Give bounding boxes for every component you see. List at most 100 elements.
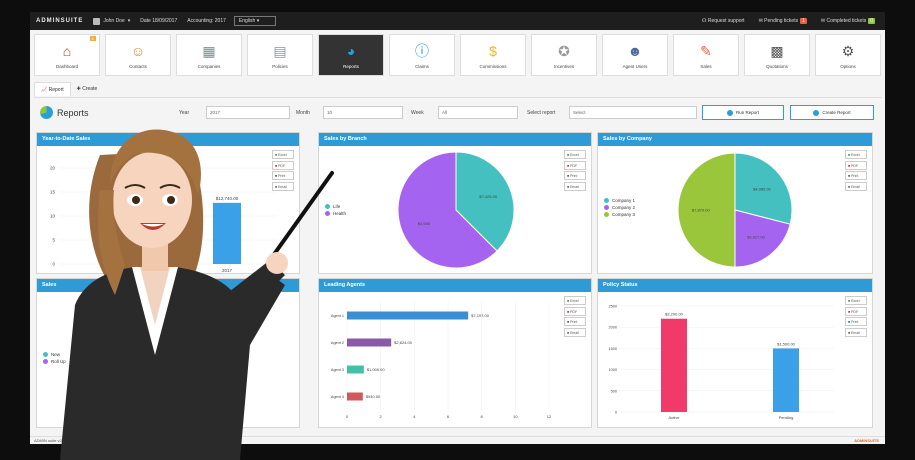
panel-leading-agents: Leading Agents 0 2 4 6 8 10 12 Agent 1 $7,197.00… [318, 278, 592, 428]
export-pdf-button[interactable]: ■ PDF [564, 160, 586, 170]
slice-data-label: $7,425.00 [479, 194, 498, 199]
print-icon: ■ [848, 320, 852, 324]
sales-by-company-chart: $4,985.00 $3,927.00 $7,879.00 [677, 152, 793, 268]
export-label: Print [851, 320, 859, 324]
module-policies[interactable]: ▤ Policies [247, 34, 313, 76]
month-select[interactable]: 10 [323, 106, 403, 119]
module-commissions[interactable]: $ Commissions [460, 34, 526, 76]
legend-item: Life [325, 204, 346, 209]
export-email-button[interactable]: ■ Email [564, 327, 586, 337]
y-tick-label: 500 [611, 389, 617, 393]
year-select[interactable]: 2017 [206, 106, 290, 119]
module-sales[interactable]: ✎ Sales [673, 34, 739, 76]
print-icon: ■ [567, 320, 571, 324]
export-excel-button[interactable]: ■ Excel [564, 296, 586, 305]
export-excel-button[interactable]: ■ Excel [272, 150, 294, 159]
export-label: PDF [570, 163, 578, 168]
legend-swatch [43, 359, 48, 364]
export-menu: ■ Excel ■ PDF ■ Print ■ Email [564, 150, 586, 192]
create-report-button[interactable]: Create Report [790, 105, 874, 120]
email-icon: ■ [567, 184, 571, 189]
module-label: Incentives [553, 63, 575, 69]
plus-circle-icon [813, 109, 820, 116]
export-excel-button[interactable]: ■ Excel [845, 150, 867, 159]
presenter-illustration [60, 129, 334, 460]
export-label: Excel [851, 153, 860, 157]
language-select[interactable]: English ▾ [233, 16, 276, 26]
panel-title: Policy Status [598, 279, 872, 292]
panel-sales-by-branch: Sales by Branch $7,425.00 $4,985 Life Heal… [318, 132, 592, 274]
module-incentives[interactable]: ✪ Incentives [531, 34, 597, 76]
export-print-button[interactable]: ■ Print [272, 171, 294, 180]
export-pdf-button[interactable]: ■ PDF [845, 160, 867, 170]
module-reports[interactable]: ◕ Reports [318, 34, 384, 76]
legend-swatch [325, 204, 330, 209]
week-select[interactable]: All [438, 106, 518, 119]
export-label: PDF [278, 163, 286, 168]
completed-tickets-label: Completed tickets [826, 18, 867, 24]
export-print-button[interactable]: ■ Print [845, 317, 867, 326]
month-label: Month [296, 110, 310, 116]
module-contacts[interactable]: ☺ Contacts [105, 34, 171, 76]
run-report-button[interactable]: Run Report [702, 105, 784, 120]
export-excel-button[interactable]: ■ Excel [564, 150, 586, 159]
module-bar: ⌂ Dashboard 1 ☺ Contacts ▦ Companies ▤ Policies ◕… [34, 34, 882, 78]
export-label: Email [851, 184, 860, 189]
user-menu[interactable]: John Doe ▾ [93, 17, 131, 25]
tab-report[interactable]: 📈 Report [34, 82, 71, 97]
module-claims[interactable]: ⓘ Claims [389, 34, 455, 76]
legend-label: Company 3 [612, 212, 636, 217]
y-tick-label: Agent 4 [331, 395, 344, 399]
email-icon: ■ [567, 330, 571, 335]
module-options[interactable]: ⚙ Options [815, 34, 881, 76]
pie-chart-icon [40, 106, 53, 119]
module-companies[interactable]: ▦ Companies [176, 34, 242, 76]
play-icon [726, 109, 733, 116]
module-agent-users[interactable]: ☻ Agent Users [602, 34, 668, 76]
completed-tickets-link[interactable]: ✉ Completed tickets 0 [821, 18, 875, 24]
legend-swatch [604, 205, 609, 210]
export-excel-button[interactable]: ■ Excel [845, 296, 867, 305]
export-email-button[interactable]: ■ Email [845, 327, 867, 337]
module-quotations[interactable]: ▩ Quotations [744, 34, 810, 76]
module-badge: 1 [89, 36, 96, 41]
export-print-button[interactable]: ■ Print [845, 171, 867, 180]
export-label: Print [570, 174, 578, 178]
agent-bar [347, 392, 363, 401]
tab-create[interactable]: ✚ Create [71, 82, 104, 97]
tag-icon: ✎ [700, 42, 712, 59]
slice-data-label: $4,985 [418, 221, 431, 226]
chevron-down-icon: ▾ [127, 18, 131, 24]
export-email-button[interactable]: ■ Email [564, 181, 586, 191]
x-tick-label: 0 [346, 414, 349, 419]
module-label: Policies [272, 63, 288, 69]
pie-slice [734, 152, 793, 225]
export-print-button[interactable]: ■ Print [564, 317, 586, 326]
export-pdf-button[interactable]: ■ PDF [564, 306, 586, 316]
legend-swatch [325, 211, 330, 216]
ytd-sales-chart: 20 15 10 5 0 $12,740.00 2017 [50, 166, 277, 273]
export-pdf-button[interactable]: ■ PDF [272, 160, 294, 170]
module-dashboard[interactable]: ⌂ Dashboard 1 [34, 34, 100, 76]
pie-slice [734, 209, 791, 268]
export-label: Excel [570, 153, 579, 157]
pending-tickets-link[interactable]: ✉ Pending tickets 1 [759, 18, 807, 24]
export-print-button[interactable]: ■ Print [564, 171, 586, 180]
calculator-icon: ▩ [770, 42, 784, 59]
request-support-link[interactable]: ☊ Request support [702, 18, 745, 24]
slice-data-label: $4,985.00 [753, 187, 772, 192]
x-tick-label: 8 [481, 414, 484, 419]
module-label: Quotations [766, 63, 788, 69]
slice-data-label: $7,879.00 [692, 208, 711, 213]
y-tick-label: Agent 2 [331, 341, 344, 345]
legend-item: Roll Up [43, 359, 66, 364]
export-email-button[interactable]: ■ Email [272, 181, 294, 191]
export-label: PDF [570, 309, 578, 314]
chat-icon: ✉ [758, 18, 763, 24]
report-select[interactable]: Select [569, 106, 697, 119]
run-report-label: Run Report [735, 110, 759, 115]
legend-item: New [43, 352, 66, 357]
user-name: John Doe [103, 18, 125, 24]
export-pdf-button[interactable]: ■ PDF [845, 306, 867, 316]
export-email-button[interactable]: ■ Email [845, 181, 867, 191]
